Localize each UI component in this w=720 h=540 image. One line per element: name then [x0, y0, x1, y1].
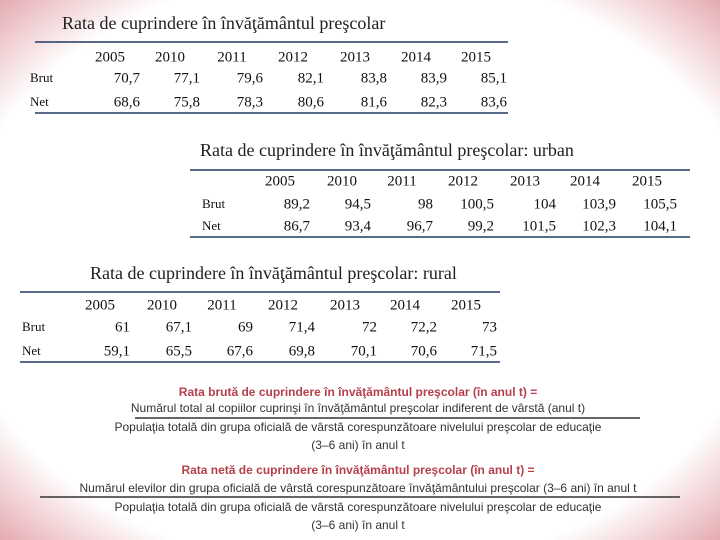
- formula-numerator: Numărul elevilor din grupa oficială de v…: [80, 481, 638, 495]
- year-header: 2012: [448, 173, 478, 189]
- cell: 79,6: [237, 70, 264, 86]
- year-header: 2015: [632, 173, 662, 189]
- year-header: 2014: [390, 297, 421, 313]
- year-header: 2011: [207, 297, 236, 313]
- year-header: 2005: [95, 49, 125, 65]
- cell: 86,7: [284, 218, 311, 234]
- row-label: Brut: [202, 196, 226, 211]
- cell: 104,1: [643, 218, 677, 234]
- formula-title: Rata netă de cuprindere în învăţământul …: [181, 463, 534, 477]
- formula-denominator: Populaţia totală din grupa oficială de v…: [115, 420, 602, 434]
- year-header: 2012: [268, 297, 298, 313]
- cell: 96,7: [407, 218, 434, 234]
- year-header: 2011: [387, 173, 416, 189]
- row-label: Net: [30, 94, 49, 109]
- year-header: 2010: [155, 49, 185, 65]
- cell: 59,1: [104, 343, 130, 359]
- cell: 75,8: [174, 94, 200, 110]
- cell: 65,5: [166, 343, 192, 359]
- year-header: 2010: [147, 297, 177, 313]
- year-header: 2015: [451, 297, 481, 313]
- cell: 103,9: [582, 196, 616, 212]
- cell: 70,6: [411, 343, 438, 359]
- cell: 104: [534, 196, 557, 212]
- year-header: 2013: [510, 173, 540, 189]
- cell: 83,8: [361, 70, 387, 86]
- row-label: Net: [202, 218, 221, 233]
- table-title: Rata de cuprindere în învăţământul preşc…: [90, 263, 457, 283]
- row-label: Net: [22, 343, 41, 358]
- year-header: 2005: [85, 297, 115, 313]
- cell: 83,9: [421, 70, 447, 86]
- cell: 71,5: [471, 343, 497, 359]
- cell: 69: [238, 319, 253, 335]
- cell: 71,4: [289, 319, 316, 335]
- formula-numerator: Numărul total al copiilor cuprinşi în în…: [131, 401, 585, 415]
- cell: 77,1: [174, 70, 200, 86]
- year-header: 2015: [461, 49, 491, 65]
- year-header: 2010: [327, 173, 357, 189]
- cell: 80,6: [298, 94, 325, 110]
- formula-denominator: Populaţia totală din grupa oficială de v…: [115, 500, 602, 514]
- row-label: Brut: [30, 70, 54, 85]
- cell: 70,7: [114, 70, 141, 86]
- cell: 67,6: [227, 343, 254, 359]
- year-header: 2014: [401, 49, 432, 65]
- cell: 68,6: [114, 94, 141, 110]
- formula-denominator: (3–6 ani) în anul t: [311, 438, 405, 452]
- cell: 61: [115, 319, 130, 335]
- formula-title: Rata brută de cuprindere în învăţământul…: [179, 385, 537, 399]
- cell: 89,2: [284, 196, 310, 212]
- cell: 99,2: [468, 218, 494, 234]
- cell: 82,3: [421, 94, 447, 110]
- cell: 72: [362, 319, 377, 335]
- year-header: 2005: [265, 173, 295, 189]
- table-title: Rata de cuprindere în învăţământul preşc…: [200, 140, 574, 160]
- cell: 70,1: [351, 343, 377, 359]
- cell: 85,1: [481, 70, 507, 86]
- formula-denominator: (3–6 ani) în anul t: [311, 518, 405, 532]
- year-header: 2013: [330, 297, 360, 313]
- cell: 72,2: [411, 319, 437, 335]
- year-header: 2014: [570, 173, 601, 189]
- cell: 94,5: [345, 196, 371, 212]
- cell: 81,6: [361, 94, 388, 110]
- cell: 98: [418, 196, 433, 212]
- table-title: Rata de cuprindere în învăţământul preşc…: [62, 13, 385, 33]
- cell: 73: [482, 319, 497, 335]
- cell: 101,5: [522, 218, 556, 234]
- cell: 82,1: [298, 70, 324, 86]
- cell: 105,5: [643, 196, 677, 212]
- year-header: 2013: [340, 49, 370, 65]
- cell: 78,3: [237, 94, 263, 110]
- cell: 69,8: [289, 343, 315, 359]
- year-header: 2011: [217, 49, 246, 65]
- row-label: Brut: [22, 319, 46, 334]
- cell: 100,5: [460, 196, 494, 212]
- cell: 93,4: [345, 218, 372, 234]
- cell: 67,1: [166, 319, 192, 335]
- cell: 102,3: [582, 218, 616, 234]
- cell: 83,6: [481, 94, 508, 110]
- year-header: 2012: [278, 49, 308, 65]
